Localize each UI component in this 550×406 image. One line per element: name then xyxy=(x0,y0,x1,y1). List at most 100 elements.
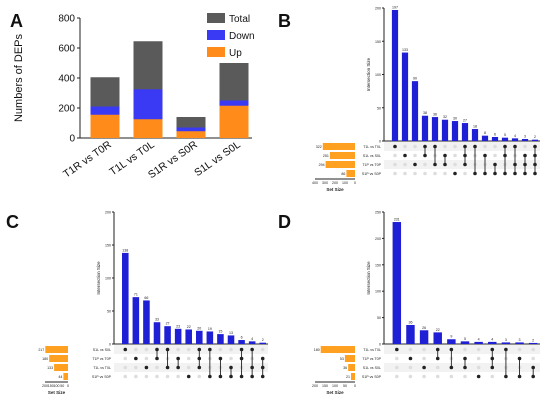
panel-a-xtick-label-3: S1L vs S0L xyxy=(192,139,243,179)
panel-c-set-size-value-2: 133 xyxy=(47,366,53,370)
panel-c-ytick-label-4: 200 xyxy=(105,211,111,215)
panel-c-set-size-bar-1 xyxy=(49,355,68,362)
panel-c-matrix-dot-6-3 xyxy=(186,374,191,379)
panel-b-ytick-label-0: 0 xyxy=(379,140,381,144)
panel-a-ytick-label-2: 400 xyxy=(58,74,75,85)
panel-b-set-size-value-0: 322 xyxy=(316,145,322,149)
panel-d-set-axis-tick-1: 150 xyxy=(322,384,328,388)
panel-b-intersection-value-9: 8 xyxy=(484,131,486,135)
panel-c-ytick-label-2: 100 xyxy=(105,277,111,281)
panel-c-intersection-value-12: 4 xyxy=(251,337,253,341)
panel-b-matrix-dot-2-0 xyxy=(413,144,417,149)
panel-c-matrix-dot-6-2 xyxy=(186,365,191,370)
panel-a-ytick-label-4: 800 xyxy=(58,14,75,25)
panel-d-matrix-dot-4-3 xyxy=(449,374,454,379)
panel-d-set-size-bar-0 xyxy=(320,346,355,353)
panel-b-matrix-dot-9-0 xyxy=(483,144,487,149)
panel-d-set-label-1: T1P vs T0P xyxy=(362,357,381,361)
panel-c-set-label-2: T1L vs T0L xyxy=(93,366,111,370)
panel-c-intersection-value-1: 71 xyxy=(134,293,138,297)
panel-label-b: B xyxy=(278,11,291,31)
panel-label-c: C xyxy=(6,212,19,232)
panel-b-intersection-bar-9 xyxy=(481,135,489,141)
panel-b-matrix-row-bg-2 xyxy=(384,160,540,169)
panel-b-intersection-bar-2 xyxy=(411,81,419,141)
panel-b-matrix-dot-3-3 xyxy=(423,171,427,176)
panel-a-legend-swatch-1 xyxy=(207,30,225,40)
panel-a-bar-chart: Numbers of DEPs 0 200 400 600 800 T1R vs T0R T… xyxy=(13,13,255,181)
panel-b-intersection-value-8: 18 xyxy=(473,125,477,129)
panel-d-ylabel: Intersection Size xyxy=(366,261,371,295)
panel-b-intersection-value-13: 3 xyxy=(524,135,526,139)
panel-d-intersection-bar-8 xyxy=(501,342,511,344)
panel-c-ytick-label-3: 150 xyxy=(105,244,111,248)
panel-a-xtick-label-0: T1R vs T0R xyxy=(61,138,114,180)
panel-d-set-size-bar-2 xyxy=(348,364,355,371)
panel-c-matrix-dot-5-0 xyxy=(176,347,180,352)
panel-d-matrix-dot-10-1 xyxy=(531,356,535,361)
panel-b-intersection-value-3: 38 xyxy=(423,111,427,115)
panel-d-intersection-bar-2 xyxy=(419,330,429,344)
panel-c-ylabel: Intersection Size xyxy=(96,261,101,295)
panel-b-set-axis-tick-1: 300 xyxy=(322,181,328,185)
panel-b-matrix-dot-3-2 xyxy=(423,162,427,167)
panel-d-ytick-label-3: 150 xyxy=(375,263,381,267)
panel-label-a: A xyxy=(10,11,23,31)
panel-c-matrix-dot-0-2 xyxy=(123,365,128,370)
panel-d-matrix-dot-6-0 xyxy=(476,347,481,352)
panel-c-matrix-dot-1-1 xyxy=(134,356,138,361)
panel-c-intersection-bar-11 xyxy=(238,340,245,344)
panel-c-intersection-value-13: 2 xyxy=(262,338,264,342)
panel-d-set-label-3: S1P vs S0P xyxy=(362,375,382,379)
panel-b-matrix-dot-6-0 xyxy=(453,144,457,149)
panel-c-intersection-bar-2 xyxy=(143,300,150,344)
panel-c-matrix-dot-2-1 xyxy=(144,356,149,361)
panel-c-intersection-value-8: 19 xyxy=(208,327,212,331)
panel-b-intersection-bar-10 xyxy=(491,137,499,141)
panel-d-set-size-bar-1 xyxy=(344,355,355,362)
panel-c-intersection-bar-10 xyxy=(227,335,235,344)
panel-label-d: D xyxy=(278,212,291,232)
panel-d-set-axis-tick-2: 100 xyxy=(332,384,338,388)
panel-c-matrix-dot-2-2 xyxy=(144,365,149,370)
panel-b-matrix-dot-13-0 xyxy=(523,144,527,149)
panel-c-intersection-bar-6 xyxy=(185,329,192,344)
panel-b-set-axis-tick-2: 200 xyxy=(332,181,338,185)
panel-d-matrix-dot-3-2 xyxy=(435,365,440,370)
panel-d-set-axis-tick-4: 0 xyxy=(354,384,356,388)
panel-c-matrix-dot-13-0 xyxy=(260,347,265,352)
panel-b-set-axis-tick-4: 0 xyxy=(354,181,356,185)
panel-b-intersection-bar-1 xyxy=(401,52,409,141)
panel-b-matrix-dot-0-2 xyxy=(393,162,397,167)
panel-b-set-size-bar-3 xyxy=(346,170,355,177)
panel-d-ytick-label-5: 250 xyxy=(375,211,381,215)
panel-d-matrix-dot-0-2 xyxy=(395,365,399,370)
panel-b-matrix-dot-7-3 xyxy=(463,171,467,176)
panel-b-matrix-dot-6-2 xyxy=(453,162,457,167)
panel-c-matrix-dot-0-0 xyxy=(123,347,128,352)
panel-d-matrix-dot-6-2 xyxy=(476,365,481,370)
panel-c-intersection-bar-8 xyxy=(206,331,214,344)
panel-c-intersection-value-11: 6 xyxy=(241,336,243,340)
panel-a-legend-label-1: Down xyxy=(229,31,255,42)
panel-d-intersection-value-9: 3 xyxy=(519,338,521,342)
panel-b-matrix-dot-0-3 xyxy=(393,171,397,176)
panel-c-set-axis-tick-3: 50 xyxy=(60,384,64,388)
panel-b-matrix-dot-2-1 xyxy=(413,153,417,158)
panel-d-set-size-value-1: 53 xyxy=(340,357,344,361)
panel-d-matrix-dot-1-1 xyxy=(408,356,413,361)
panel-c-matrix-dot-9-0 xyxy=(218,347,223,352)
panel-b-matrix-dot-10-1 xyxy=(493,153,497,158)
panel-d-matrix-row-bg-0 xyxy=(384,345,540,354)
panel-b-matrix-dot-1-2 xyxy=(403,162,407,167)
panel-b-matrix-dot-5-0 xyxy=(443,144,447,149)
panel-c-set-label-0: S1L vs S0L xyxy=(93,348,111,352)
panel-d-intersection-bar-5 xyxy=(460,341,470,344)
panel-d-intersection-bar-9 xyxy=(515,342,524,344)
panel-d-matrix-dot-10-0 xyxy=(531,347,535,352)
panel-c-matrix-dot-4-3 xyxy=(165,374,170,379)
panel-b-matrix-dot-10-0 xyxy=(493,144,497,149)
panel-b-intersection-value-4: 36 xyxy=(433,113,437,117)
panel-d-matrix-dot-0-3 xyxy=(395,374,399,379)
